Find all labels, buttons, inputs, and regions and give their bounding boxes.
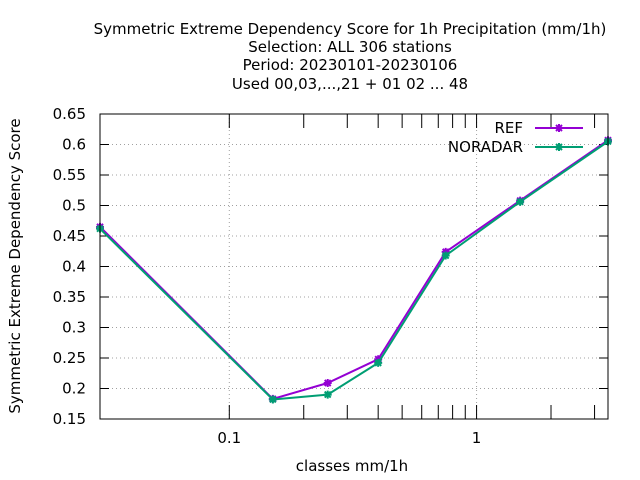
x-axis-label: classes mm/1h	[296, 457, 408, 475]
data-point	[268, 395, 277, 404]
plot-series	[96, 136, 612, 404]
y-tick-label: 0.2	[62, 380, 86, 398]
legend-marker	[555, 124, 563, 132]
series-ref	[96, 136, 612, 403]
data-point	[516, 197, 525, 206]
y-tick-label: 0.25	[53, 349, 86, 367]
series-noradar	[96, 137, 612, 404]
legend-label-ref: REF	[494, 119, 523, 137]
data-point	[374, 358, 383, 367]
y-axis-label: Symmetric Extreme Dependency Score	[6, 118, 24, 413]
x-tick-label: 1	[472, 429, 482, 447]
grid	[100, 114, 608, 419]
x-tick-label: 0.1	[217, 429, 241, 447]
title-line-1: Symmetric Extreme Dependency Score for 1…	[94, 20, 607, 38]
series-line	[99, 139, 609, 400]
y-tick-label: 0.65	[53, 105, 86, 123]
series-line	[99, 140, 609, 401]
legend-label-noradar: NORADAR	[448, 138, 523, 156]
data-point	[323, 379, 332, 388]
title-line-2: Selection: ALL 306 stations	[248, 38, 452, 56]
title-line-3: Period: 20230101-20230106	[243, 56, 458, 74]
y-tick-label: 0.55	[53, 166, 86, 184]
y-tick-label: 0.6	[62, 136, 86, 154]
plot-frame	[99, 113, 609, 420]
y-tick-label: 0.3	[62, 319, 86, 337]
legend-marker	[555, 143, 563, 151]
data-point	[323, 390, 332, 399]
y-tick-label: 0.45	[53, 227, 86, 245]
y-tick-label: 0.35	[53, 288, 86, 306]
chart-title: Symmetric Extreme Dependency Score for 1…	[94, 20, 607, 93]
y-tick-label: 0.15	[53, 410, 86, 428]
y-tick-label: 0.5	[62, 197, 86, 215]
y-tick-label: 0.4	[62, 258, 86, 276]
axis-ticks: 0.15 0.2 0.25 0.3 0.35 0.4 0.45 0.5 0.55 0.6 0.65 0…	[53, 105, 608, 447]
title-line-4: Used 00,03,...,21 + 01 02 ... 48	[232, 75, 468, 93]
data-point	[441, 251, 450, 260]
